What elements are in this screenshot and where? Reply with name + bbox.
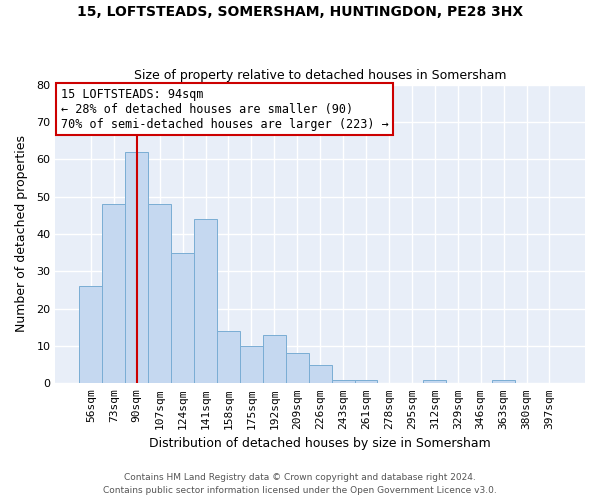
Title: Size of property relative to detached houses in Somersham: Size of property relative to detached ho… xyxy=(134,69,506,82)
Text: 15 LOFTSTEADS: 94sqm
← 28% of detached houses are smaller (90)
70% of semi-detac: 15 LOFTSTEADS: 94sqm ← 28% of detached h… xyxy=(61,88,388,130)
Bar xyxy=(79,286,103,384)
Bar xyxy=(148,204,171,384)
Bar xyxy=(286,354,308,384)
Bar xyxy=(194,219,217,384)
Bar xyxy=(308,364,332,384)
Bar xyxy=(332,380,355,384)
Bar xyxy=(424,380,446,384)
Bar xyxy=(263,335,286,384)
Bar xyxy=(240,346,263,384)
Bar xyxy=(171,252,194,384)
Bar xyxy=(125,152,148,384)
X-axis label: Distribution of detached houses by size in Somersham: Distribution of detached houses by size … xyxy=(149,437,491,450)
Text: Contains HM Land Registry data © Crown copyright and database right 2024.
Contai: Contains HM Land Registry data © Crown c… xyxy=(103,474,497,495)
Bar xyxy=(217,331,240,384)
Bar xyxy=(355,380,377,384)
Bar xyxy=(492,380,515,384)
Bar xyxy=(103,204,125,384)
Text: 15, LOFTSTEADS, SOMERSHAM, HUNTINGDON, PE28 3HX: 15, LOFTSTEADS, SOMERSHAM, HUNTINGDON, P… xyxy=(77,5,523,19)
Y-axis label: Number of detached properties: Number of detached properties xyxy=(15,136,28,332)
